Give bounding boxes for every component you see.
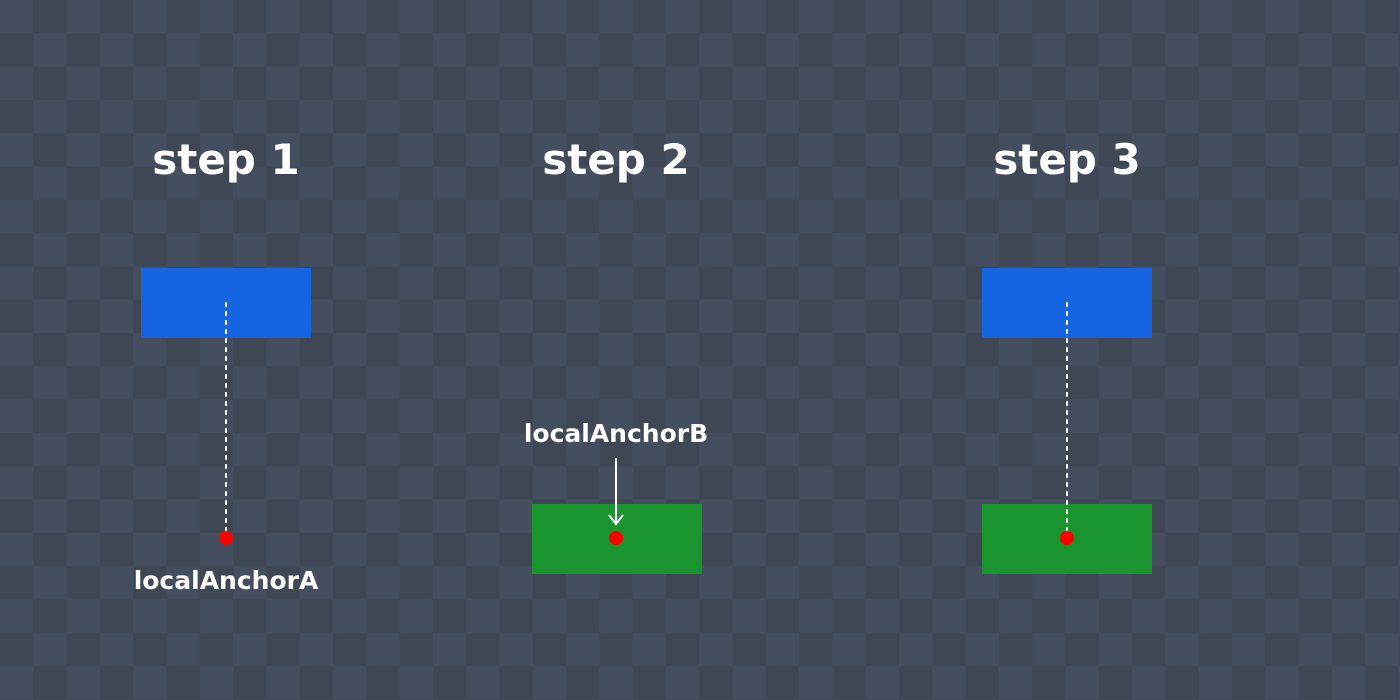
- step-1: step 1 localAnchorA: [134, 135, 319, 595]
- local-anchor-a-label: localAnchorA: [134, 566, 319, 595]
- step-2: step 2 localAnchorB: [524, 135, 708, 574]
- step-3: step 3: [982, 135, 1152, 574]
- step-3-title: step 3: [993, 135, 1140, 184]
- local-anchor-b-label: localAnchorB: [524, 419, 708, 448]
- anchor-a-point: [219, 531, 233, 545]
- joint-anchor-point: [1060, 531, 1074, 545]
- step-2-title: step 2: [542, 135, 689, 184]
- arrow-down-icon: [608, 458, 624, 526]
- anchor-b-point: [609, 531, 623, 545]
- step-1-title: step 1: [152, 135, 299, 184]
